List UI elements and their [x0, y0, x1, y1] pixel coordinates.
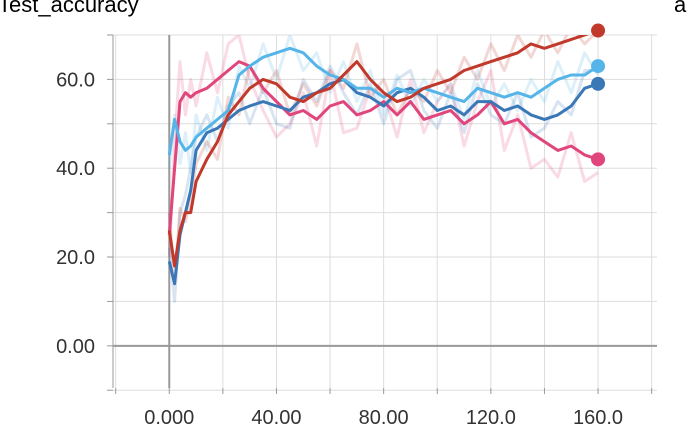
gridlines [113, 34, 657, 391]
y-tick-label: 20.0 [56, 247, 95, 269]
series-endpoint-marker-0 [591, 152, 606, 167]
x-tick-label: 120.0 [466, 407, 516, 429]
series-endpoint-marker-2 [591, 59, 606, 74]
y-tick-label: 0.00 [56, 336, 95, 358]
y-tick-label: 60.0 [56, 69, 95, 91]
axes [107, 34, 657, 394]
x-tick-label: 0.000 [144, 407, 194, 429]
tick-labels: 0.000 40.00 80.00 120.0 160.0 0.00 20.0 40.0 60.… [56, 69, 623, 429]
y-tick-label: 40.0 [56, 158, 95, 180]
x-tick-label: 40.00 [251, 407, 301, 429]
series-smooth-line-2 [167, 46, 599, 156]
series-raw-line-3 [167, 35, 596, 286]
series-raw-line-0 [167, 35, 599, 258]
adjacent-chart-title-fragment: a [674, 0, 687, 17]
series-smooth-line-0 [167, 60, 599, 235]
x-tick-label: 160.0 [573, 407, 623, 429]
series-endpoint-marker-3 [591, 23, 606, 38]
x-tick-label: 80.00 [359, 407, 409, 429]
series-endpoint-marker-1 [591, 76, 606, 91]
series-smooth-line-3 [167, 35, 590, 268]
series-group [167, 35, 600, 303]
series-lines [167, 23, 606, 303]
chart-title: Test_accuracy [0, 0, 139, 17]
series-smooth-line-1 [167, 77, 599, 286]
series-raw-line-2 [167, 35, 600, 175]
